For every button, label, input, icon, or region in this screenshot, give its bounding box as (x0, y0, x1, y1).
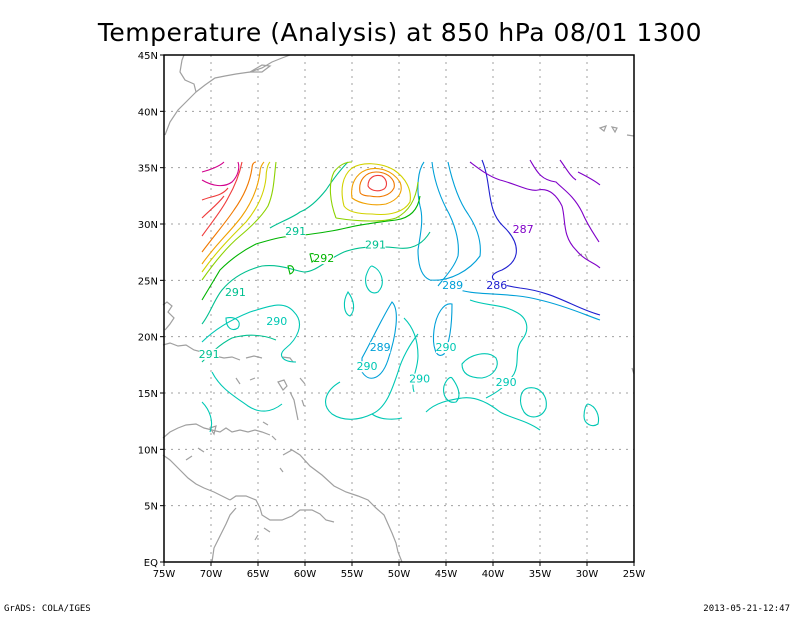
contour-w5b (367, 174, 388, 192)
lat-tick-label: 5N (144, 502, 158, 513)
contour-290c (371, 413, 403, 420)
lon-tick-label: 30W (576, 569, 599, 580)
lon-tick-label: 75W (153, 569, 176, 580)
contour-286 (481, 159, 601, 316)
coastline (162, 54, 635, 563)
contour-label: 287 (513, 223, 534, 236)
contour-label-bg (357, 361, 378, 373)
contour-label: 286 (486, 279, 507, 292)
contour-w5 (201, 161, 243, 237)
contour-287b (529, 159, 600, 243)
contour-289e (432, 303, 453, 356)
contours (201, 159, 601, 433)
contour-label: 289 (370, 341, 391, 354)
contour-w2b (341, 163, 411, 216)
contour-label-bg (313, 253, 334, 265)
contour-289b (431, 161, 459, 287)
contour-label-bg (513, 223, 534, 235)
lat-tick-label: 35N (138, 164, 158, 175)
contour-w4 (201, 161, 257, 253)
contour-label-bg (225, 286, 246, 298)
contour-label: 290 (496, 376, 517, 389)
contour-label-bg (365, 239, 386, 251)
lat-tick-label: 15N (138, 389, 158, 400)
lat-tick-label: 10N (138, 445, 158, 456)
lat-tick-label: 45N (138, 51, 158, 62)
contour-label: 290 (266, 315, 287, 328)
contour-label-bg (442, 280, 463, 292)
contour-287 (469, 161, 601, 269)
contour-label: 292 (313, 252, 334, 265)
contour-w6 (201, 161, 240, 187)
contour-label-bg (285, 226, 306, 238)
lat-tick-label: 20N (138, 333, 158, 344)
contour-290h (443, 376, 460, 403)
contour-w4b (359, 171, 395, 198)
contour-290i (519, 387, 547, 418)
contour-291 (201, 231, 431, 325)
contour-w1 (201, 161, 277, 281)
contour-w2 (201, 161, 271, 273)
contour-290k (225, 317, 240, 331)
contour-290 (201, 304, 300, 363)
contour-label: 291 (285, 225, 306, 238)
lon-tick-label: 40W (482, 569, 505, 580)
contour-label: 290 (436, 341, 457, 354)
lon-tick-label: 25W (623, 569, 646, 580)
contour-label: 291 (199, 348, 220, 361)
contour-289d (361, 301, 397, 379)
contour-290n (343, 291, 355, 317)
lat-tick-label: 25N (138, 276, 158, 287)
footer-credit: GrADS: COLA/IGES (4, 604, 91, 614)
lat-tick-label: EQ (144, 558, 158, 569)
contour-label-bg (486, 280, 507, 292)
contour-label: 289 (442, 279, 463, 292)
lon-tick-label: 55W (341, 569, 364, 580)
chart-title: Temperature (Analysis) at 850 hPa 08/01 … (97, 18, 703, 47)
contour-290j (583, 403, 600, 427)
plot-frame (163, 54, 635, 563)
lat-tick-label: 40N (138, 107, 158, 118)
lon-tick-label: 70W (200, 569, 223, 580)
contour-291c (269, 161, 349, 229)
contour-label-bg (266, 316, 287, 328)
contour-label-bg (409, 373, 430, 385)
contour-label: 290 (409, 373, 430, 386)
lon-tick-label: 45W (435, 569, 458, 580)
contour-290e (425, 397, 541, 431)
contour-290m (365, 265, 383, 294)
lat-tick-label: 30N (138, 220, 158, 231)
contour-label: 291 (225, 286, 246, 299)
contour-w3b (351, 167, 402, 206)
contour-289 (417, 161, 481, 281)
contour-w3 (201, 161, 265, 265)
contour-label: 290 (357, 360, 378, 373)
footer-timestamp: 2013-05-21-12:47 (703, 604, 790, 614)
contour-label-bg (436, 342, 456, 354)
contour-289c (459, 289, 601, 321)
contour-w1b (329, 161, 419, 222)
contour-292 (201, 195, 421, 301)
lon-tick-label: 50W (388, 569, 411, 580)
contour-287c (559, 159, 601, 186)
lon-tick-label: 60W (294, 569, 317, 580)
contour-w7 (201, 187, 229, 219)
lon-tick-label: 35W (529, 569, 552, 580)
contour-label: 291 (365, 239, 386, 252)
contour-290l (201, 371, 283, 433)
contour-label-bg (496, 376, 517, 388)
grid-lines (164, 55, 634, 562)
contour-290g (461, 353, 498, 379)
contour-label-bg (199, 348, 220, 360)
contour-label-bg (370, 342, 391, 354)
lon-tick-label: 65W (247, 569, 270, 580)
